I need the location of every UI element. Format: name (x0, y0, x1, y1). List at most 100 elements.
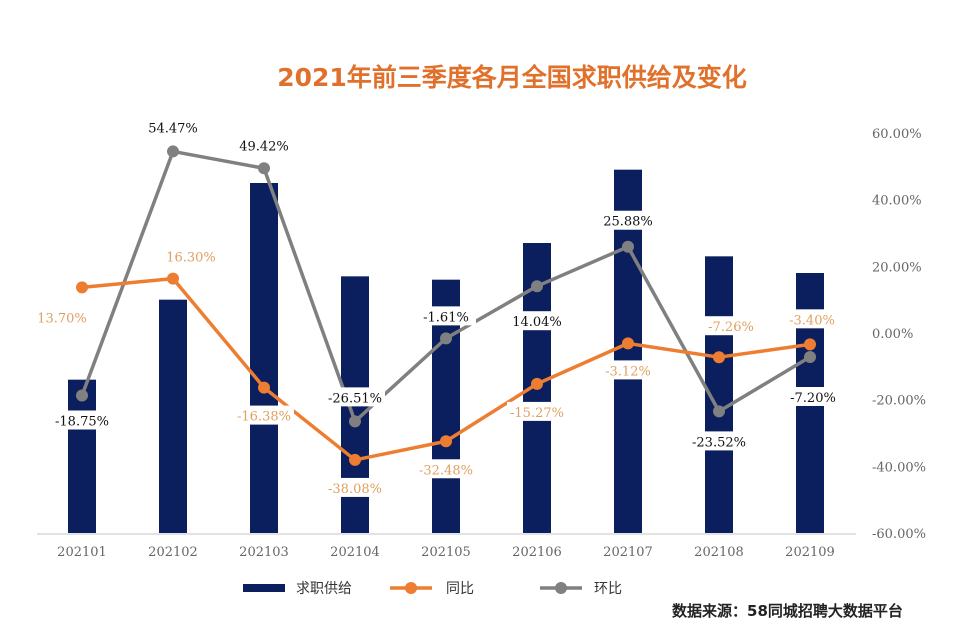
legend-label-supply: 求职供给 (296, 581, 352, 597)
yoy-data-label: -15.27% (507, 401, 567, 421)
mom-point (531, 280, 543, 293)
legend-bar-swatch (243, 584, 285, 592)
mom-point (713, 405, 725, 418)
yoy-label-text: -15.27% (510, 406, 564, 421)
yoy-label-bg (598, 360, 658, 380)
bar-202107 (614, 169, 642, 533)
right-axis-tick: -20.00% (872, 394, 926, 409)
x-axis-tick: 202107 (603, 545, 653, 560)
yoy-point (167, 272, 179, 285)
yoy-point (258, 381, 270, 394)
yoy-point (713, 351, 725, 364)
mom-point (167, 145, 179, 158)
yoy-label-bg (416, 459, 476, 479)
chart-title: 2021年前三季度各月全国求职供给及变化 (277, 63, 747, 92)
bar-202102 (159, 299, 187, 533)
yoy-point (349, 453, 361, 466)
yoy-data-label: -3.40% (782, 309, 842, 329)
mom-label-bg (507, 311, 567, 331)
legend-mom-marker (555, 582, 567, 594)
x-axis-tick: 202104 (330, 545, 380, 560)
mom-data-label: 49.42% (234, 135, 294, 155)
yoy-label-bg (782, 309, 842, 329)
mom-label-text: -7.20% (790, 391, 836, 406)
mom-point (440, 332, 452, 345)
yoy-label-bg (234, 405, 294, 425)
right-axis-tick: 20.00% (872, 260, 922, 275)
mom-point (804, 351, 816, 363)
yoy-label-bg (507, 401, 567, 421)
right-axis-tick: -40.00% (872, 460, 926, 475)
mom-label-text: 25.88% (603, 215, 653, 230)
mom-label-text: 54.47% (148, 121, 198, 136)
mom-label-text: -1.61% (423, 310, 469, 325)
mom-label-bg (689, 431, 749, 451)
mom-label-bg (416, 306, 476, 326)
yoy-data-label: -38.08% (325, 477, 385, 497)
mom-label-text: -23.52% (692, 435, 746, 450)
x-axis-tick: 202109 (785, 545, 835, 560)
mom-label-bg (325, 387, 385, 407)
yoy-data-label: 13.70% (32, 307, 92, 327)
mom-point (349, 415, 361, 428)
yoy-label-text: -38.08% (328, 482, 382, 497)
yoy-label-text: -32.48% (419, 463, 473, 478)
mom-data-label: -1.61% (416, 306, 476, 326)
mom-label-text: -18.75% (55, 415, 109, 430)
mom-label-text: -26.51% (328, 391, 382, 406)
x-axis-tick: 202106 (512, 545, 562, 560)
mom-point (76, 389, 88, 402)
mom-label-bg (783, 387, 843, 406)
bar-202103 (250, 183, 278, 533)
bar-202101 (68, 379, 96, 533)
yoy-point (622, 337, 634, 350)
yoy-data-label: -3.12% (598, 360, 658, 380)
mom-data-label: -26.51% (325, 387, 385, 407)
mom-label-text: 49.42% (239, 139, 289, 154)
mom-label-bg (52, 410, 112, 430)
data-source: 数据来源：58同城招聘大数据平台 (672, 602, 903, 620)
yoy-label-bg (325, 477, 385, 497)
right-axis-tick: 40.00% (872, 194, 922, 209)
yoy-label-bg (32, 307, 92, 327)
mom-data-label: 54.47% (143, 117, 203, 137)
yoy-label-bg (701, 316, 761, 336)
yoy-data-label: -7.26% (701, 316, 761, 336)
mom-label-bg (234, 135, 294, 155)
yoy-point (440, 435, 452, 448)
yoy-label-text: -7.26% (708, 320, 754, 335)
yoy-label-text: 16.30% (166, 251, 216, 266)
yoy-label-bg (161, 246, 221, 266)
yoy-data-label: 16.30% (161, 246, 221, 266)
mom-data-label: -7.20% (783, 387, 843, 406)
right-axis-tick: -60.00% (872, 527, 926, 542)
legend-yoy-marker (405, 582, 417, 594)
legend-label-yoy: 同比 (446, 581, 474, 597)
mom-point (258, 162, 270, 175)
mom-label-text: 14.04% (512, 315, 562, 330)
mom-point (622, 240, 634, 253)
yoy-point (76, 281, 88, 294)
yoy-point (804, 338, 816, 351)
yoy-point (531, 377, 543, 390)
yoy-data-label: -16.38% (234, 405, 294, 425)
x-axis-tick: 202108 (694, 545, 744, 560)
x-axis-tick: 202101 (57, 545, 107, 560)
right-axis-tick: 0.00% (872, 327, 913, 342)
right-axis-tick: 60.00% (872, 127, 922, 142)
legend-label-mom: 环比 (594, 581, 622, 597)
x-axis-tick: 202103 (239, 545, 289, 560)
mom-label-bg (598, 210, 658, 230)
yoy-label-text: 13.70% (37, 311, 87, 326)
yoy-label-text: -16.38% (237, 410, 291, 425)
mom-data-label: -18.75% (52, 410, 112, 430)
mom-data-label: 25.88% (598, 210, 658, 230)
yoy-label-text: -3.40% (789, 313, 835, 328)
mom-data-label: 14.04% (507, 311, 567, 331)
yoy-label-text: -3.12% (605, 364, 651, 379)
yoy-data-label: -32.48% (416, 459, 476, 479)
x-axis-tick: 202102 (148, 545, 198, 560)
mom-label-bg (143, 117, 203, 137)
x-axis-tick: 202105 (421, 545, 471, 560)
